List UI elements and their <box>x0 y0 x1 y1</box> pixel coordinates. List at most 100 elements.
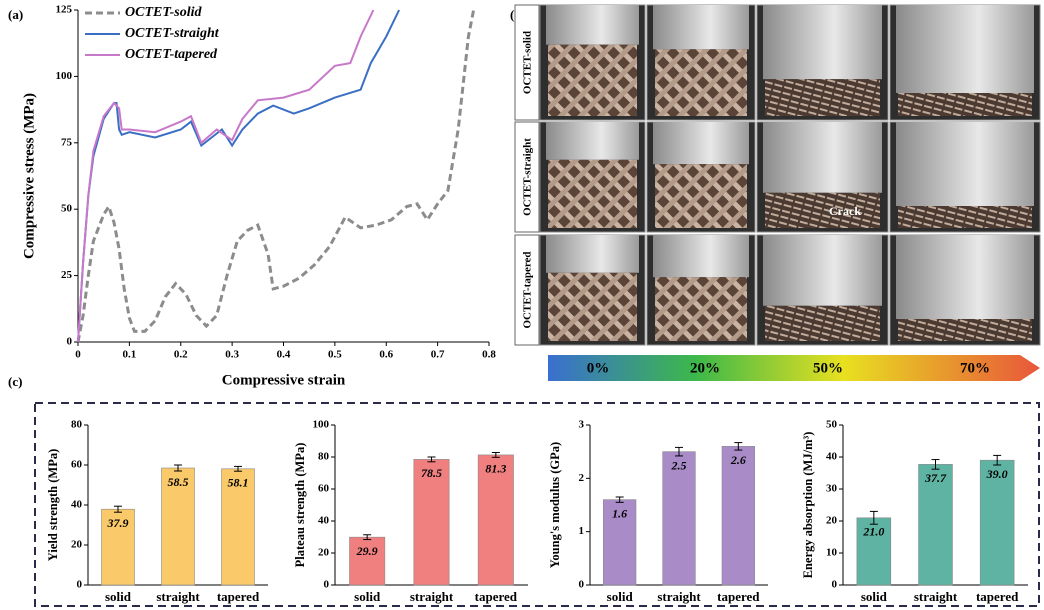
x-tick-label: solid <box>105 589 132 604</box>
sample <box>548 160 637 228</box>
y-tick-label: 30 <box>826 483 838 495</box>
sample <box>548 273 637 341</box>
figure: (a) (b) (c) OCTET-solidOCTET-straightOCT… <box>0 0 1044 610</box>
sample <box>655 277 747 341</box>
legend-label: OCTET-straight <box>125 26 220 41</box>
x-tick-label: 0.1 <box>123 349 137 361</box>
legend-label: OCTET-tapered <box>125 47 218 62</box>
sample <box>765 79 880 116</box>
sample <box>765 306 880 341</box>
y-axis-label: Compressive stress (MPa) <box>21 93 37 259</box>
y-tick-label: 3 <box>579 419 585 431</box>
x-tick-label: 0.7 <box>431 349 445 361</box>
scale-label: 70% <box>960 360 990 376</box>
x-tick-label: straight <box>657 589 701 604</box>
y-tick-label: 40 <box>318 515 330 527</box>
y-tick-label: 100 <box>313 419 330 431</box>
y-tick-label: 75 <box>61 136 73 148</box>
press-plate <box>653 5 749 49</box>
value-label: 58.5 <box>168 475 189 489</box>
x-tick-label: tapered <box>475 589 518 604</box>
press-plate <box>546 5 639 45</box>
y-tick-label: 1 <box>579 525 585 537</box>
value-label: 78.5 <box>421 466 442 480</box>
y-tick-label: 50 <box>61 203 73 215</box>
y-tick-label: 20 <box>318 547 330 559</box>
press-plate <box>546 122 639 160</box>
press-plate <box>763 122 882 193</box>
sample <box>898 93 1032 116</box>
x-tick-label: tapered <box>976 589 1019 604</box>
scale-label: 50% <box>813 360 843 376</box>
y-axis-label: Yield strength (MPa) <box>46 449 60 561</box>
press-plate <box>653 235 749 277</box>
panel-label: (c) <box>8 374 22 389</box>
scale-label: 0% <box>587 360 610 376</box>
press-plate <box>653 122 749 164</box>
y-tick-label: 0 <box>324 579 330 591</box>
x-tick-label: straight <box>914 589 958 604</box>
press-plate <box>763 235 882 306</box>
press-plate <box>763 5 882 79</box>
annotation: Crack <box>829 204 861 218</box>
y-tick-label: 40 <box>71 499 83 511</box>
sample <box>765 193 880 228</box>
value-label: 37.7 <box>924 471 947 485</box>
y-tick-label: 80 <box>71 419 83 431</box>
value-label: 81.3 <box>485 462 506 476</box>
value-label: 58.1 <box>228 476 249 490</box>
row-label: OCTET-solid <box>522 31 534 94</box>
x-tick-label: 0.2 <box>174 349 188 361</box>
y-tick-label: 10 <box>826 547 838 559</box>
value-label: 2.6 <box>730 453 746 467</box>
y-tick-label: 0 <box>67 336 73 348</box>
x-tick-label: straight <box>156 589 200 604</box>
x-tick-label: straight <box>410 589 454 604</box>
photo-grid: OCTET-solid OCTET-straight OCTET-tapered Cr… <box>515 5 1040 345</box>
x-tick-label: 0 <box>75 349 81 361</box>
y-axis-label: Young's modulus (GPa) <box>548 442 562 568</box>
press-plate <box>896 5 1034 93</box>
y-tick-label: 0 <box>832 579 838 591</box>
legend-label: OCTET-solid <box>125 5 202 20</box>
y-tick-label: 20 <box>71 539 83 551</box>
sample <box>655 164 747 228</box>
y-tick-label: 2 <box>579 472 585 484</box>
sample <box>898 319 1032 341</box>
sample <box>655 49 747 116</box>
x-tick-label: 0.4 <box>277 349 291 361</box>
bar <box>722 446 755 585</box>
x-tick-label: tapered <box>717 589 760 604</box>
y-tick-label: 60 <box>318 483 330 495</box>
value-label: 2.5 <box>671 458 687 472</box>
x-tick-label: solid <box>607 589 634 604</box>
y-tick-label: 40 <box>826 451 838 463</box>
value-label: 1.6 <box>612 506 627 520</box>
panel-label: (a) <box>8 7 23 22</box>
press-plate <box>546 235 639 273</box>
press-plate <box>896 235 1034 319</box>
value-label: 37.9 <box>107 516 129 530</box>
y-tick-label: 80 <box>318 451 330 463</box>
x-tick-label: 0.8 <box>482 349 496 361</box>
sample <box>548 45 637 116</box>
row-label: OCTET-tapered <box>522 251 534 328</box>
y-tick-label: 125 <box>56 4 73 16</box>
y-tick-label: 20 <box>826 515 838 527</box>
sample <box>898 206 1032 228</box>
y-tick-label: 25 <box>61 269 73 281</box>
value-label: 21.0 <box>862 525 884 539</box>
y-tick-label: 60 <box>71 459 83 471</box>
scale-label: 20% <box>690 360 720 376</box>
x-tick-label: 0.6 <box>379 349 393 361</box>
y-axis-label: Energy absorption (MJ/m³) <box>801 432 815 579</box>
data-line <box>78 10 373 342</box>
press-plate <box>896 122 1034 206</box>
x-tick-label: solid <box>354 589 381 604</box>
y-tick-label: 50 <box>826 419 838 431</box>
value-label: 29.9 <box>356 544 378 558</box>
row-label: OCTET-straight <box>522 138 534 216</box>
y-tick-label: 0 <box>579 579 585 591</box>
y-tick-label: 100 <box>56 70 73 82</box>
x-tick-label: tapered <box>217 589 260 604</box>
